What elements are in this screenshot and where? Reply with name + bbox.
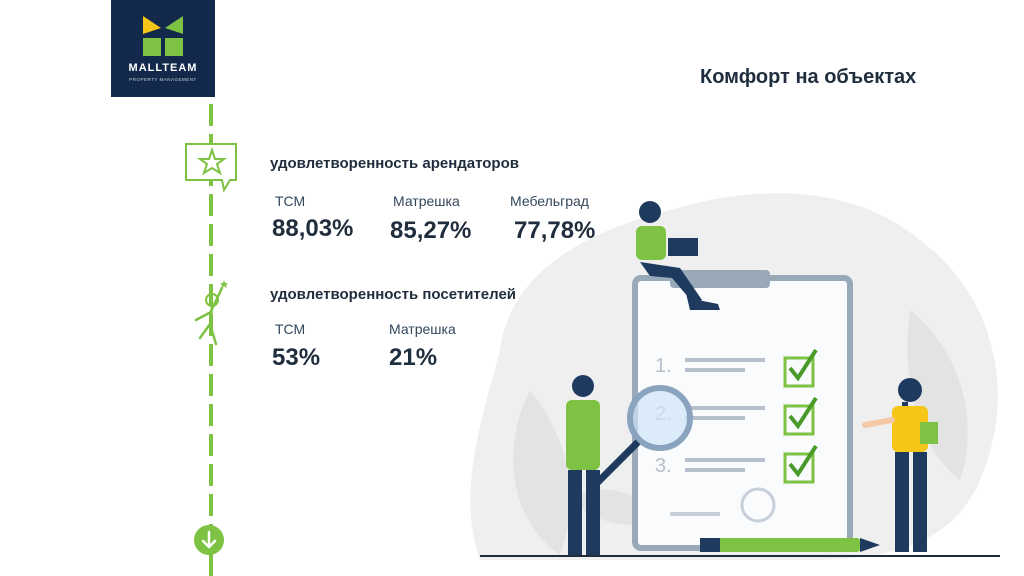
- visitors-label-matreshka: Матрешка: [389, 321, 456, 337]
- logo-mark-icon: [143, 16, 183, 56]
- star-speech-icon: [185, 143, 237, 193]
- arrow-down-icon[interactable]: [193, 524, 225, 556]
- visitors-label-tsm: ТСМ: [275, 321, 306, 337]
- tenants-value-mebelgrad: 77,78%: [514, 217, 596, 244]
- tenants-value-tsm: 88,03%: [272, 215, 354, 242]
- tenants-label-mebelgrad: Мебельград: [510, 193, 589, 209]
- checklist-number-1: 1.: [655, 355, 672, 377]
- visitors-value-matreshka: 21%: [389, 344, 438, 371]
- page-title: Комфорт на объектах: [700, 66, 917, 88]
- visitors-section-title: удовлетворенность посетителей: [270, 286, 517, 303]
- checklist-number-3: 3.: [655, 455, 672, 477]
- tenants-value-matreshka: 85,27%: [390, 217, 472, 244]
- survey-checklist-illustration: 1. 2. 3.: [470, 193, 1000, 560]
- person-celebrate-icon: [194, 280, 228, 346]
- tenants-label-matreshka: Матрешка: [393, 193, 460, 209]
- tenants-label-tsm: ТСМ: [275, 193, 306, 209]
- tenants-section-title: удовлетворенность арендаторов: [270, 155, 519, 172]
- visitors-value-tsm: 53%: [272, 344, 321, 371]
- timeline-line: [209, 104, 213, 576]
- logo-brand: MALLTEAM: [128, 62, 198, 74]
- logo-subtitle: PROPERTY MANAGEMENT: [129, 77, 197, 82]
- company-logo: MALLTEAM PROPERTY MANAGEMENT: [111, 0, 215, 97]
